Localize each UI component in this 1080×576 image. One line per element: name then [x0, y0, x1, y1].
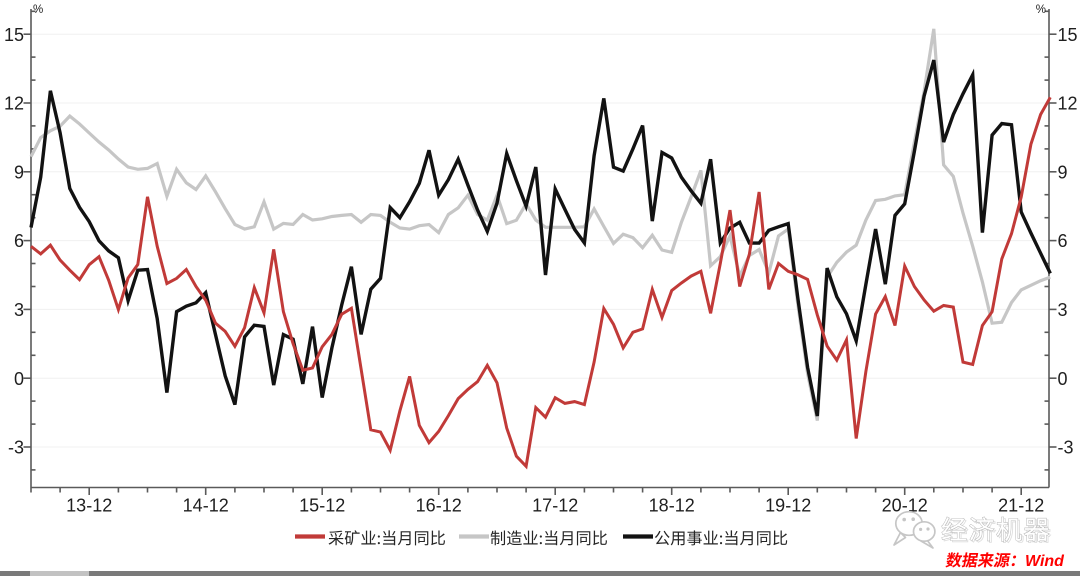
- svg-text:13-12: 13-12: [66, 496, 112, 516]
- svg-text:17-12: 17-12: [532, 496, 578, 516]
- svg-text:15: 15: [4, 25, 24, 45]
- svg-text:-3: -3: [8, 438, 24, 458]
- svg-text:9: 9: [1058, 162, 1068, 182]
- svg-text:%: %: [1036, 4, 1046, 16]
- svg-text:0: 0: [1058, 369, 1068, 389]
- svg-text:-3: -3: [1058, 438, 1074, 458]
- svg-text:0: 0: [14, 369, 24, 389]
- svg-text:20-12: 20-12: [882, 496, 928, 516]
- svg-text:19-12: 19-12: [765, 496, 811, 516]
- svg-text:12: 12: [4, 94, 24, 114]
- svg-text:15-12: 15-12: [299, 496, 345, 516]
- svg-text:3: 3: [14, 300, 24, 320]
- svg-text:6: 6: [1058, 231, 1068, 251]
- svg-text:%: %: [33, 4, 43, 16]
- svg-text:6: 6: [14, 231, 24, 251]
- svg-text:18-12: 18-12: [649, 496, 695, 516]
- svg-text:3: 3: [1058, 300, 1068, 320]
- svg-text:Wind: Wind: [1025, 553, 1065, 570]
- svg-text:15: 15: [1058, 25, 1078, 45]
- svg-text:12: 12: [1058, 94, 1078, 114]
- svg-text:14-12: 14-12: [183, 496, 229, 516]
- svg-text:21-12: 21-12: [998, 496, 1044, 516]
- svg-text:16-12: 16-12: [416, 496, 462, 516]
- svg-text:9: 9: [14, 162, 24, 182]
